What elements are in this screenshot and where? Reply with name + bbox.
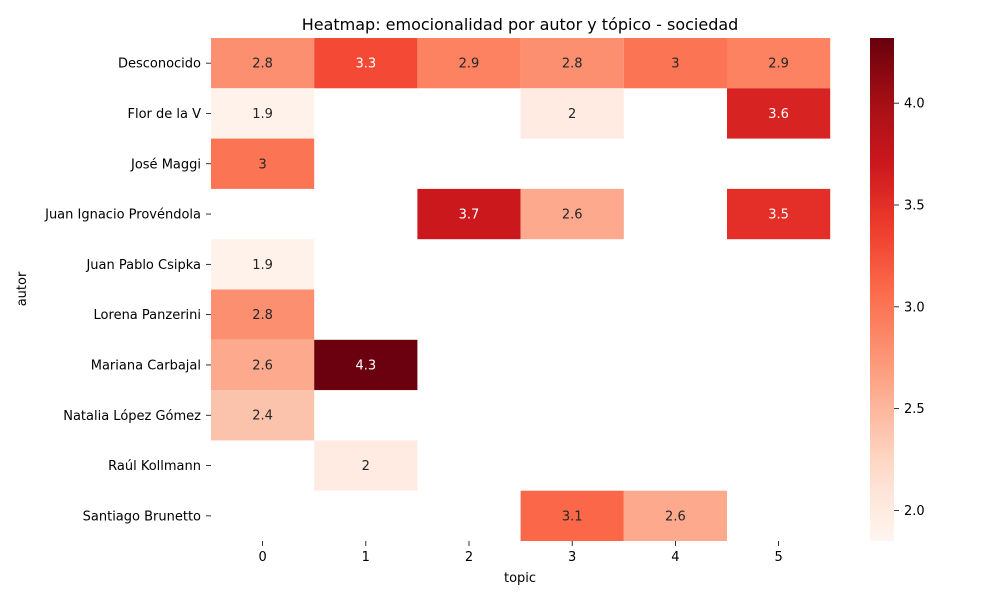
heatmap-cell bbox=[520, 88, 624, 139]
heatmap-cell bbox=[623, 38, 727, 89]
y-tick-label: Natalia López Gómez bbox=[63, 409, 201, 424]
heatmap-cell bbox=[211, 38, 315, 89]
cell-value-label: 1.9 bbox=[252, 107, 273, 122]
cell-value-label: 2.8 bbox=[252, 308, 273, 323]
x-tick-label: 2 bbox=[465, 550, 473, 565]
y-tick-label: Mariana Carbajal bbox=[91, 358, 201, 373]
x-axis-label: topic bbox=[504, 571, 536, 586]
heatmap-cell bbox=[727, 188, 831, 240]
cell-value-label: 2.6 bbox=[252, 358, 273, 373]
x-tick-label: 0 bbox=[258, 550, 266, 565]
colorbar bbox=[870, 38, 894, 541]
cell-value-label: 3.1 bbox=[562, 509, 583, 524]
heatmap-cell bbox=[211, 339, 315, 391]
heatmap-cell bbox=[520, 490, 624, 541]
cell-value-label: 2.6 bbox=[562, 208, 583, 223]
y-tick-label: Juan Ignacio Provéndola bbox=[44, 208, 201, 223]
x-tick-label: 4 bbox=[671, 550, 679, 565]
cell-value-label: 4.3 bbox=[355, 358, 376, 373]
heatmap-cell bbox=[211, 239, 315, 290]
cell-value-label: 2.9 bbox=[459, 57, 480, 72]
cell-annotations: 2.8 3.3 2.9 2.8 3 2.9 1.9 2 3.6 3 3.7 2.6 3.5 1.9 2.8 2… bbox=[252, 57, 789, 525]
cell-value-label: 2.4 bbox=[252, 409, 273, 424]
cell-value-label: 2 bbox=[568, 107, 576, 122]
cell-value-label: 3 bbox=[671, 57, 679, 72]
heatmap-cell bbox=[417, 188, 521, 240]
cell-value-label: 3.3 bbox=[355, 57, 376, 72]
cell-value-label: 3.6 bbox=[768, 107, 789, 122]
cell-value-label: 2.6 bbox=[665, 509, 686, 524]
cell-value-label: 3 bbox=[258, 157, 266, 172]
y-tick-label: José Maggi bbox=[130, 157, 201, 172]
heatmap-cell bbox=[417, 38, 521, 89]
y-tick-label: Desconocido bbox=[118, 57, 201, 72]
x-tick-label: 3 bbox=[568, 550, 576, 565]
heatmap-cell bbox=[314, 339, 418, 391]
heatmap-cell bbox=[211, 289, 315, 340]
y-tick-label: Lorena Panzerini bbox=[94, 308, 201, 323]
colorbar-tick-label: 2.0 bbox=[904, 504, 925, 519]
colorbar-tick-label: 3.0 bbox=[904, 300, 925, 315]
cell-value-label: 3.5 bbox=[768, 208, 789, 223]
x-tick-label: 5 bbox=[774, 550, 782, 565]
heatmap-cell bbox=[314, 440, 418, 491]
heatmap-cell bbox=[727, 88, 831, 139]
cell-value-label: 2.8 bbox=[252, 57, 273, 72]
cell-value-label: 2 bbox=[362, 459, 370, 474]
y-tick-label: Flor de la V bbox=[127, 107, 201, 122]
y-axis: Desconocido Flor de la V José Maggi Juan Ig… bbox=[44, 57, 211, 524]
y-tick-label: Juan Pablo Csipka bbox=[85, 258, 201, 273]
colorbar-tick-label: 3.5 bbox=[904, 198, 925, 213]
colorbar-ticks: 2.0 2.5 3.0 3.5 4.0 bbox=[894, 97, 925, 519]
heatmap-cell bbox=[727, 38, 831, 89]
heatmap-cell bbox=[211, 390, 315, 441]
colorbar-tick-label: 4.0 bbox=[904, 97, 925, 112]
chart-title: Heatmap: emocionalidad por autor y tópic… bbox=[302, 15, 739, 34]
heatmap-cell bbox=[211, 138, 315, 189]
x-tick-label: 1 bbox=[362, 550, 370, 565]
heatmap-cell bbox=[314, 38, 418, 89]
heatmap-cell bbox=[211, 88, 315, 139]
cell-value-label: 2.8 bbox=[562, 57, 583, 72]
heatmap-cell bbox=[520, 38, 624, 89]
y-tick-label: Raúl Kollmann bbox=[108, 459, 201, 474]
heatmap-cell bbox=[623, 490, 727, 541]
x-axis: 0 1 2 3 4 5 bbox=[258, 541, 783, 565]
heatmap-cells bbox=[211, 38, 831, 541]
cell-value-label: 1.9 bbox=[252, 258, 273, 273]
y-axis-label: autor bbox=[15, 271, 30, 306]
cell-value-label: 2.9 bbox=[768, 57, 789, 72]
y-tick-label: Santiago Brunetto bbox=[83, 509, 201, 524]
colorbar-tick-label: 2.5 bbox=[904, 402, 925, 417]
cell-value-label: 3.7 bbox=[459, 208, 480, 223]
heatmap-cell bbox=[520, 188, 624, 240]
